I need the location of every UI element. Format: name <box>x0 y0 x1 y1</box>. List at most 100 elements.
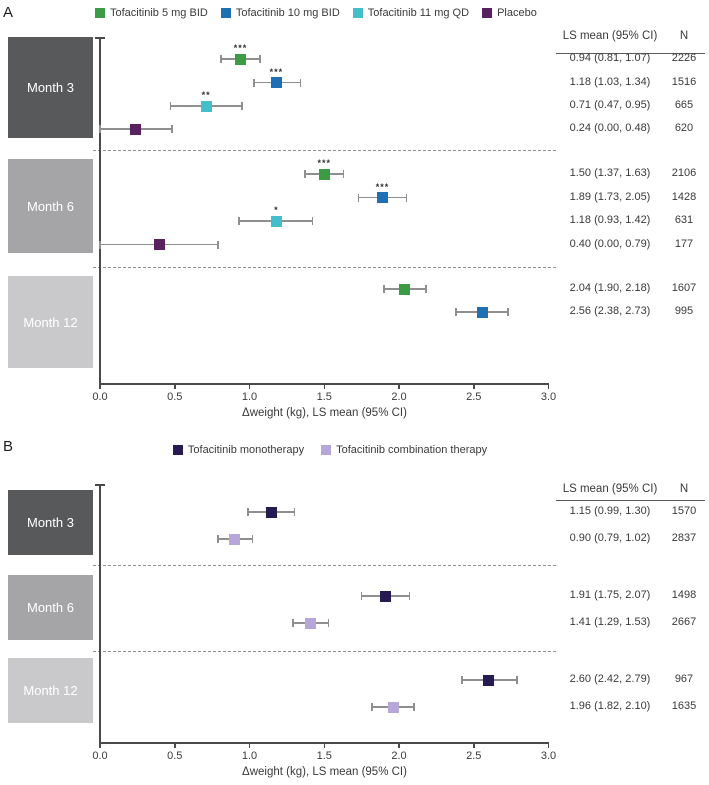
x-axis-tick-label: 2.0 <box>391 750 407 762</box>
ci-cap-right <box>311 217 314 225</box>
x-axis-tick <box>99 742 101 748</box>
ci-cap-left <box>247 508 249 516</box>
x-axis-tick-label: 1.5 <box>316 750 332 762</box>
point-marker-tofacitinib-combination-therapy <box>387 701 399 713</box>
point-marker-tofacitinib-11-mg-qd <box>270 215 282 227</box>
point-marker-tofacitinib-monotherapy <box>266 506 278 518</box>
ci-cap-right <box>299 78 302 87</box>
legend-swatch-icon <box>172 445 183 455</box>
legend-item-tofacitinib-combination-therapy: Tofacitinib combination therapy <box>321 444 487 456</box>
legend-item-tofacitinib-11-mg-qd: Tofacitinib 11 mg QD <box>352 7 469 19</box>
point-marker-tofacitinib-5-mg-bid <box>399 283 411 295</box>
legend-label: Tofacitinib 10 mg BID <box>235 7 340 19</box>
significance-stars: * <box>274 205 279 215</box>
table-n-value: 1570 <box>671 505 697 517</box>
group-label-box-month-12: Month 12 <box>8 276 93 368</box>
group-label-box-month-12: Month 12 <box>8 658 93 723</box>
ci-cap-left <box>304 170 306 178</box>
legend-swatch-icon <box>220 8 231 18</box>
legend-label: Tofacitinib monotherapy <box>187 444 305 456</box>
ci-cap-right <box>507 308 509 316</box>
legend-swatch-icon <box>482 8 493 18</box>
point-marker-tofacitinib-5-mg-bid <box>318 168 330 180</box>
point-marker-tofacitinib-combination-therapy <box>305 617 317 629</box>
x-axis-tick-label: 2.5 <box>466 391 482 403</box>
group-label: Month 6 <box>27 600 74 615</box>
x-axis-tick <box>547 383 550 389</box>
table-header-n: N <box>679 30 689 42</box>
point-marker-tofacitinib-monotherapy <box>380 590 392 602</box>
table-n-value: 967 <box>674 673 694 685</box>
ci-cap-right <box>217 240 219 249</box>
legend-label: Tofacitinib combination therapy <box>336 444 488 456</box>
ci-cap-right <box>425 285 427 293</box>
legend-label: Placebo <box>497 7 537 19</box>
x-axis-tick <box>323 383 325 389</box>
point-marker-placebo <box>154 239 166 250</box>
ci-cap-left <box>292 619 294 627</box>
x-axis-tick-label: 0.5 <box>167 391 183 403</box>
table-header-n: N <box>679 483 689 495</box>
table-ci-value: 1.96 (1.82, 2.10) <box>569 700 651 712</box>
table-ci-value: 1.18 (0.93, 1.42) <box>569 214 651 226</box>
x-axis-tick <box>398 383 400 389</box>
group-label: Month 3 <box>27 80 74 95</box>
table-n-value: 1516 <box>671 75 697 88</box>
y-axis-top-tick <box>95 484 105 486</box>
x-axis-tick <box>248 742 251 748</box>
ci-cap-right <box>251 535 254 543</box>
point-marker-tofacitinib-10-mg-bid <box>377 192 389 203</box>
table-n-value: 1498 <box>671 589 697 601</box>
group-label-box-month-3: Month 3 <box>8 37 93 138</box>
table-ci-value: 1.91 (1.75, 2.07) <box>569 589 651 601</box>
ci-cap-left <box>357 193 360 202</box>
x-axis-tick-label: 0.0 <box>92 391 108 403</box>
table-n-value: 2667 <box>671 616 697 628</box>
x-axis-tick <box>174 742 176 748</box>
table-ci-value: 0.24 (0.00, 0.48) <box>569 122 651 134</box>
ci-cap-right <box>413 703 415 711</box>
point-marker-tofacitinib-monotherapy <box>483 674 495 686</box>
legend-swatch-icon <box>95 8 105 18</box>
ci-cap-left <box>371 703 373 711</box>
significance-stars: ** <box>201 90 211 100</box>
group-divider-line <box>93 267 556 268</box>
x-axis-title-a: Δweight (kg), LS mean (95% CI) <box>242 407 407 419</box>
table-header-rule <box>556 500 705 501</box>
point-marker-placebo <box>130 123 142 135</box>
table-n-value: 631 <box>674 214 694 226</box>
table-ci-value: 2.60 (2.42, 2.79) <box>569 673 651 685</box>
point-marker-tofacitinib-combination-therapy <box>229 533 241 545</box>
legend-item-tofacitinib-5-mg-bid: Tofacitinib 5 mg BID <box>95 7 208 19</box>
table-n-value: 177 <box>674 237 694 250</box>
table-ci-value: 0.71 (0.47, 0.95) <box>569 99 651 111</box>
x-axis-tick-label: 1.0 <box>241 391 258 403</box>
ci-cap-right <box>408 592 411 600</box>
table-ci-value: 0.94 (0.81, 1.07) <box>569 52 651 64</box>
table-ci-value: 1.89 (1.73, 2.05) <box>569 190 651 203</box>
group-label: Month 12 <box>23 314 78 330</box>
ci-cap-left <box>455 308 457 316</box>
ci-cap-left <box>99 125 101 133</box>
y-axis-line <box>99 37 101 383</box>
group-label-box-month-6: Month 6 <box>8 159 93 253</box>
y-axis-line <box>99 484 101 742</box>
table-n-value: 1635 <box>671 700 697 712</box>
x-axis-tick-label: 1.0 <box>241 750 258 762</box>
table-ci-value: 2.04 (1.90, 2.18) <box>569 282 651 294</box>
x-axis-tick <box>174 383 176 389</box>
ci-cap-left <box>383 285 385 293</box>
point-marker-tofacitinib-10-mg-bid <box>477 306 489 318</box>
y-axis-top-tick <box>95 37 105 39</box>
ci-cap-right <box>405 193 408 202</box>
legend-item-tofacitinib-10-mg-bid: Tofacitinib 10 mg BID <box>220 7 340 19</box>
table-n-value: 995 <box>674 305 694 317</box>
ci-cap-right <box>516 676 518 684</box>
table-ci-value: 2.56 (2.38, 2.73) <box>569 305 651 317</box>
ci-cap-left <box>99 240 101 249</box>
group-label-box-month-6: Month 6 <box>8 575 93 640</box>
x-axis-tick-label: 2.5 <box>466 750 482 762</box>
group-label-box-month-3: Month 3 <box>8 490 93 555</box>
x-axis-tick-label: 3.0 <box>540 750 557 762</box>
